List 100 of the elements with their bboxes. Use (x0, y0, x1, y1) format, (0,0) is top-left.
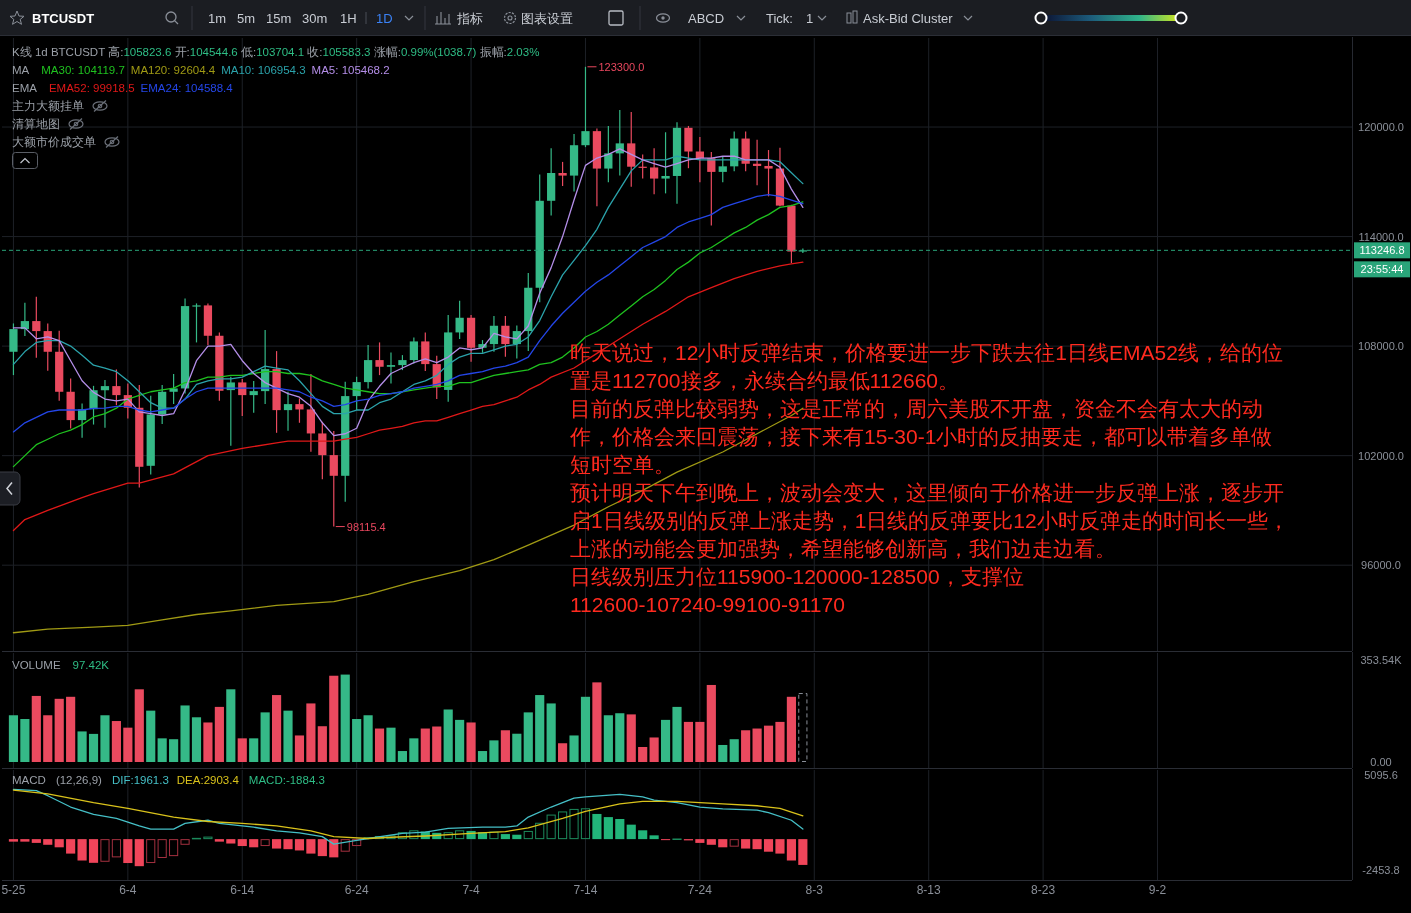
bar (214, 839, 224, 842)
bar (340, 839, 350, 852)
text: 15m (266, 10, 292, 26)
bar (8, 839, 19, 842)
bar (237, 738, 247, 762)
y-tick-label: 5095.6 (1364, 769, 1398, 781)
x-tick-label: 6-24 (344, 883, 369, 897)
bar (649, 737, 659, 762)
y-tick-label: 108000.0 (1358, 340, 1404, 353)
bar (626, 824, 636, 840)
bar (249, 839, 259, 848)
text: 1m (208, 10, 227, 26)
bar (626, 714, 636, 762)
bar (523, 712, 533, 762)
text: EMA52: 99918.5 (48, 82, 135, 94)
annotation: 97.42K (72, 659, 110, 671)
y-tick-label: 120000.0 (1358, 121, 1404, 134)
bar (8, 715, 19, 762)
bar (157, 839, 167, 858)
bar (226, 839, 236, 844)
bar (180, 705, 190, 762)
bar (260, 712, 270, 762)
bar (203, 722, 213, 762)
bar (786, 839, 796, 861)
bar (558, 811, 568, 840)
bar (558, 743, 568, 762)
bar (695, 839, 705, 843)
annotation: EMA (12, 82, 38, 94)
bar (111, 839, 121, 858)
bar (729, 839, 739, 847)
bar (512, 834, 522, 840)
bar (752, 728, 762, 762)
text: 5m (237, 10, 256, 26)
bar (741, 839, 751, 849)
bar (523, 830, 533, 840)
bar (763, 725, 774, 762)
bar (775, 839, 785, 854)
bar (420, 728, 430, 762)
bar (741, 730, 751, 762)
x-tick-label: 6-14 (230, 883, 255, 897)
text: BTCUSDT (32, 10, 95, 26)
bar (191, 717, 202, 762)
text: MA120: 92604.4 (130, 64, 216, 76)
bar (798, 839, 808, 865)
text: DEA:2903.4 (176, 774, 240, 786)
bar (615, 713, 625, 762)
bar (660, 719, 671, 762)
bar (54, 839, 64, 848)
bar (569, 735, 579, 762)
bar (546, 703, 556, 762)
bar (169, 739, 179, 762)
text: MA10: 106954.3 (221, 64, 306, 76)
bar (512, 733, 522, 762)
bar (283, 710, 293, 762)
bar (592, 682, 602, 762)
bar (54, 698, 64, 762)
bar (718, 744, 728, 762)
bar (455, 830, 465, 840)
text: MA5: 105468.2 (311, 64, 390, 76)
bar (77, 839, 87, 861)
bar (706, 839, 716, 845)
bar (500, 834, 510, 840)
bar (798, 693, 808, 762)
annotation: 大额市价成交单 (12, 135, 96, 148)
text: 1D (376, 10, 393, 26)
bar (786, 696, 796, 762)
bar (352, 839, 362, 847)
text: 23:55:44 (1360, 263, 1404, 276)
bar (306, 839, 316, 854)
bar (88, 733, 99, 762)
text: K线 1d BTCUSDT 高:105823.6 开:104544.6 低:103704.1 收:105583.3 涨幅:0.99%(1038.7) 振幅:2.03% (12, 46, 540, 58)
bar (226, 689, 236, 762)
annotation: 123300.0 (598, 60, 645, 73)
bar (111, 721, 121, 762)
bar (260, 839, 270, 847)
bar (752, 839, 762, 850)
bar (638, 830, 648, 840)
bar (180, 839, 190, 845)
text: Tick: (766, 10, 793, 26)
bar (88, 839, 99, 863)
bar (638, 747, 648, 762)
annotation: MA (12, 64, 30, 76)
x-tick-label: 8-3 (805, 883, 824, 897)
bar (466, 722, 476, 762)
y-tick-label: 102000.0 (1358, 449, 1404, 462)
bar (500, 730, 510, 762)
bar (580, 808, 591, 840)
y-tick-label: 96000.0 (1361, 559, 1401, 572)
bar (43, 839, 53, 845)
bar (272, 695, 282, 762)
bar (386, 727, 396, 762)
bar (455, 719, 465, 762)
y-tick-label: 0.00 (1370, 756, 1392, 768)
bar (535, 822, 545, 840)
bar (317, 726, 327, 762)
bar (489, 740, 499, 762)
bar (146, 710, 156, 762)
bar (237, 839, 247, 847)
text: Ask-Bid Cluster (863, 10, 954, 26)
x-tick-label: 6-4 (119, 883, 137, 897)
